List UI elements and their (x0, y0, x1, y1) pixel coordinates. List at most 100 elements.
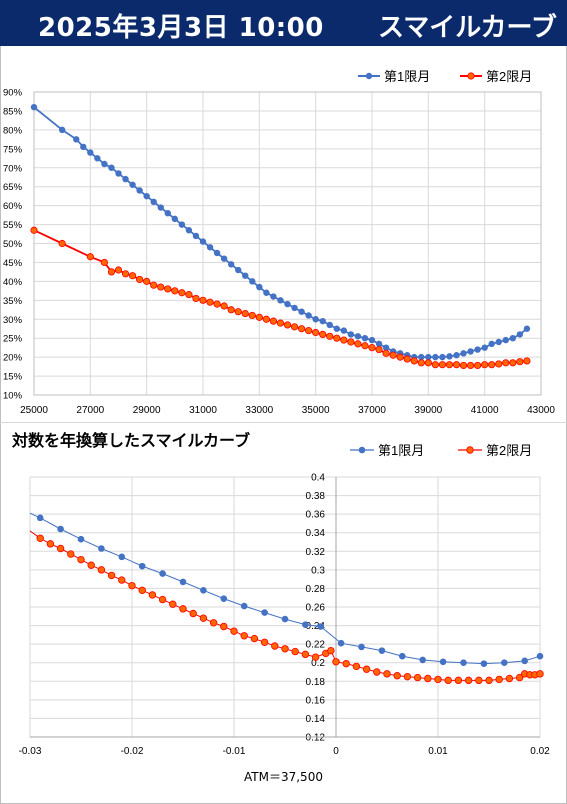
data-point (36, 534, 44, 542)
y-tick-label: 30% (3, 315, 23, 326)
y-tick-label: 25% (3, 334, 23, 345)
data-point (158, 595, 167, 604)
data-point (129, 181, 136, 188)
data-point (454, 676, 463, 685)
data-point (227, 261, 235, 268)
y-tick-label: 0.16 (306, 695, 326, 706)
data-point (118, 576, 126, 584)
data-point (368, 344, 376, 352)
data-point (118, 553, 126, 561)
data-point (77, 555, 85, 564)
data-point (305, 312, 312, 319)
y-tick-label: 60% (3, 201, 23, 212)
data-point (446, 353, 453, 360)
y-tick-label: 45% (3, 258, 23, 269)
data-point (122, 175, 129, 183)
data-point (143, 277, 151, 285)
data-point (290, 323, 299, 331)
data-point (121, 270, 130, 278)
x-tick-label: 31000 (189, 405, 217, 416)
y-tick-label: 85% (3, 106, 23, 117)
data-point (445, 361, 454, 369)
data-point (515, 673, 524, 682)
data-point (301, 650, 310, 659)
data-point (107, 268, 116, 276)
data-point (502, 336, 509, 344)
data-point (248, 311, 256, 320)
data-point (220, 255, 228, 262)
data-point (418, 353, 425, 361)
data-point (378, 647, 386, 654)
data-point (417, 359, 425, 367)
atm-label: ATM＝37,500 (244, 770, 323, 784)
data-point (242, 272, 249, 279)
y-tick-label: 65% (3, 182, 23, 193)
data-point (87, 149, 94, 156)
data-point (495, 360, 503, 368)
data-point (262, 315, 270, 323)
data-point (138, 586, 146, 594)
y-tick-label: 20% (3, 353, 23, 364)
y-tick-label: 0.12 (306, 733, 326, 744)
data-point (368, 336, 376, 344)
data-point (332, 658, 340, 666)
data-point (326, 332, 334, 340)
plot-area (33, 91, 542, 396)
x-tick-label: 39000 (414, 405, 442, 416)
data-point (98, 545, 105, 552)
x-tick-label: 25000 (20, 405, 48, 416)
data-point (270, 293, 277, 300)
data-point (164, 285, 172, 293)
data-point (206, 298, 214, 306)
data-point (87, 561, 95, 569)
y-tick-label: 0.28 (306, 584, 326, 595)
data-point (474, 346, 481, 353)
data-point (536, 652, 544, 660)
data-point (284, 300, 291, 308)
data-point (439, 658, 447, 666)
data-point (67, 550, 75, 558)
y-tick-label: 15% (3, 372, 23, 383)
data-point (326, 321, 333, 329)
data-point (209, 619, 218, 627)
y-tick-label: 10% (3, 391, 23, 402)
y-tick-label: 0.4 (311, 473, 325, 484)
data-point (77, 535, 85, 543)
data-point (393, 672, 401, 680)
data-point (178, 289, 186, 297)
data-point (319, 317, 326, 325)
data-point (220, 622, 228, 631)
data-point (30, 226, 38, 234)
series-line (29, 530, 541, 681)
data-point (358, 643, 365, 651)
data-point (128, 581, 136, 590)
data-point (466, 361, 475, 370)
data-point (481, 361, 489, 369)
data-point (312, 328, 320, 337)
data-point (220, 595, 228, 602)
data-point (249, 278, 256, 285)
y-tick-label: 0.32 (306, 547, 326, 558)
data-point (424, 359, 432, 367)
data-point (460, 350, 467, 357)
data-point (516, 331, 524, 338)
data-point (192, 232, 200, 240)
y-tick-label: 50% (3, 239, 23, 250)
data-point (128, 272, 137, 280)
data-point (269, 317, 278, 325)
y-tick-label: 0.24 (306, 621, 326, 632)
data-point (516, 358, 524, 366)
data-point (438, 361, 447, 369)
data-point (413, 673, 422, 682)
data-point (383, 670, 391, 678)
data-point (220, 302, 228, 310)
data-point (399, 652, 406, 660)
data-point (523, 325, 531, 332)
data-point (340, 336, 348, 344)
y-tick-label: 0.34 (306, 528, 326, 539)
header-date: 2025年3月3日 10:00 (38, 13, 324, 43)
data-point (521, 657, 528, 665)
data-point (206, 244, 214, 251)
x-tick-label: 27000 (76, 405, 104, 416)
data-point (199, 238, 207, 245)
